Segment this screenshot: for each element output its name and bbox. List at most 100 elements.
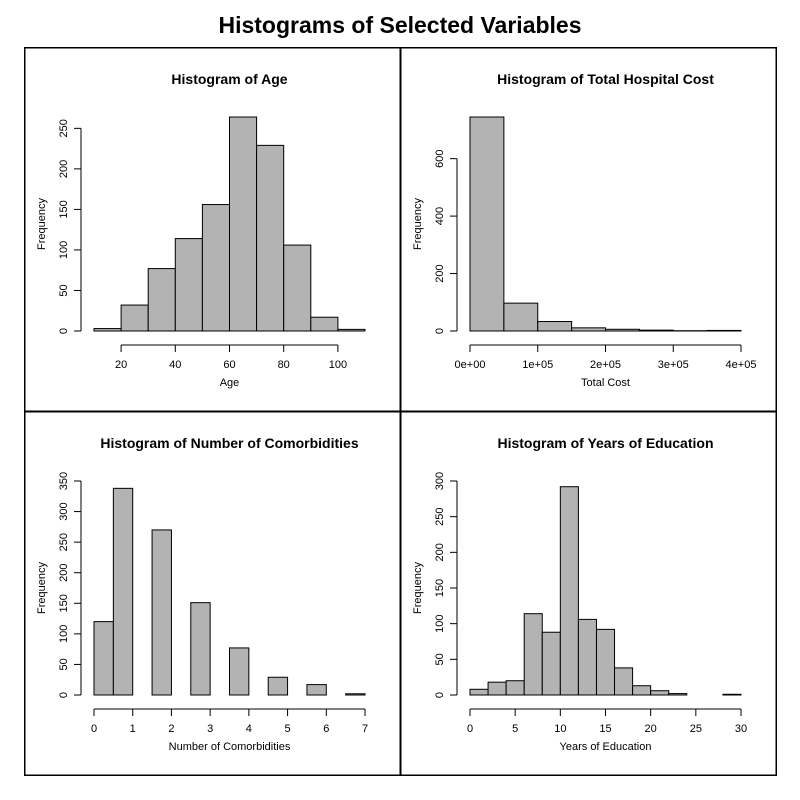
histogram-bar — [151, 529, 172, 696]
y-tick-label: 250 — [58, 119, 70, 137]
y-tick-label: 350 — [58, 472, 70, 490]
histogram-bar — [523, 613, 543, 696]
histogram-bar — [638, 329, 674, 332]
y-tick-label: 200 — [58, 564, 70, 582]
x-tick-label: 40 — [169, 359, 181, 371]
x-axis-label: Years of Education — [560, 741, 652, 753]
y-tick-label: 400 — [434, 207, 446, 225]
x-tick-label: 20 — [645, 723, 657, 735]
y-tick-label: 200 — [58, 160, 70, 178]
y-tick-label: 150 — [58, 200, 70, 218]
y-tick-label: 100 — [58, 625, 70, 643]
y-tick-label: 250 — [58, 533, 70, 551]
histogram-bar — [93, 621, 114, 696]
y-tick-label: 0 — [58, 328, 70, 334]
x-tick-label: 5 — [285, 723, 291, 735]
histogram-bar — [469, 688, 489, 696]
x-tick-label: 30 — [735, 723, 747, 735]
x-tick-label: 25 — [690, 723, 702, 735]
histogram-bar — [577, 618, 597, 696]
histogram-bar — [632, 685, 652, 696]
x-tick-label: 3e+05 — [658, 359, 689, 371]
x-tick-label: 4e+05 — [726, 359, 757, 371]
histogram-bar — [537, 321, 573, 332]
chart-title: Histogram of Age — [171, 71, 287, 87]
x-axis-label: Number of Comorbidities — [169, 741, 291, 753]
y-axis-label: Frequency — [36, 198, 48, 250]
x-tick-label: 2 — [168, 723, 174, 735]
histogram-bar — [650, 690, 670, 696]
y-tick-label: 50 — [434, 653, 446, 665]
x-tick-label: 7 — [362, 723, 368, 735]
x-tick-label: 0 — [91, 723, 97, 735]
page-title: Histograms of Selected Variables — [218, 12, 582, 38]
x-tick-label: 2e+05 — [590, 359, 621, 371]
histogram-bar — [267, 676, 289, 696]
panel-education-histogram: Histogram of Years of Education 0 5 10 15 20 2… — [400, 411, 777, 776]
histogram-bar — [541, 631, 561, 696]
x-tick-label: 10 — [554, 723, 566, 735]
chart-title: Histogram of Total Hospital Cost — [497, 71, 714, 87]
x-tick-label: 1e+05 — [522, 359, 553, 371]
histogram-bar — [306, 684, 327, 696]
histogram-bar — [559, 486, 579, 696]
histogram-bar — [487, 681, 507, 696]
histogram-bar — [283, 244, 312, 332]
histogram-bar — [256, 144, 285, 332]
histogram-bar — [722, 693, 742, 696]
panel-cost-histogram: Histogram of Total Hospital Cost 0e+00 1e+… — [400, 47, 777, 412]
x-tick-label: 0e+00 — [455, 359, 486, 371]
panel-age-histogram: Histogram of Age 20 40 60 80 100 Age 0 50 100 150 2… — [24, 47, 401, 412]
x-tick-label: 20 — [115, 359, 127, 371]
x-tick-label: 60 — [223, 359, 235, 371]
y-tick-label: 200 — [434, 543, 446, 561]
histogram-bar — [595, 628, 616, 696]
y-axis-label: Frequency — [412, 198, 424, 250]
histogram-bar — [345, 693, 366, 696]
histogram-bar — [310, 316, 339, 332]
histogram-bar — [201, 204, 230, 332]
y-tick-label: 50 — [58, 284, 70, 296]
histogram-bar — [120, 304, 149, 332]
y-tick-label: 250 — [434, 507, 446, 525]
chart-title: Histogram of Number of Comorbidities — [100, 435, 358, 451]
x-tick-label: 3 — [207, 723, 213, 735]
histogram-bar — [571, 327, 606, 332]
histogram-bar — [706, 329, 742, 332]
histogram-bar — [614, 667, 634, 696]
x-tick-label: 15 — [599, 723, 611, 735]
y-tick-label: 200 — [434, 264, 446, 282]
histogram-bar — [93, 328, 122, 332]
y-tick-label: 150 — [58, 594, 70, 612]
histogram-bar — [112, 487, 134, 696]
x-tick-label: 80 — [278, 359, 290, 371]
x-tick-label: 6 — [323, 723, 329, 735]
histogram-bar — [337, 328, 366, 332]
chart-title: Histogram of Years of Education — [497, 435, 713, 451]
x-tick-label: 4 — [246, 723, 252, 735]
histogram-bar — [503, 302, 539, 332]
y-tick-label: 0 — [58, 692, 70, 698]
y-tick-label: 0 — [434, 692, 446, 698]
histogram-bar — [469, 116, 505, 332]
panel-comorbidities-histogram: Histogram of Number of Comorbidities 0 1 2 3… — [24, 411, 401, 776]
y-tick-label: 300 — [58, 502, 70, 520]
y-tick-label: 50 — [58, 658, 70, 670]
x-axis-label: Total Cost — [581, 377, 630, 389]
x-tick-label: 5 — [512, 723, 518, 735]
y-tick-label: 600 — [434, 149, 446, 167]
y-axis-label: Frequency — [36, 562, 48, 614]
histogram-bar — [190, 602, 211, 696]
histogram-bar — [174, 238, 203, 332]
histogram-bar — [668, 693, 688, 696]
histogram-bar — [229, 647, 250, 696]
histogram-bar — [147, 268, 176, 332]
x-tick-label: 100 — [329, 359, 347, 371]
x-tick-label: 1 — [130, 723, 136, 735]
y-tick-label: 100 — [434, 614, 446, 632]
y-tick-label: 0 — [434, 328, 446, 334]
x-tick-label: 0 — [467, 723, 473, 735]
y-tick-label: 150 — [434, 579, 446, 597]
histogram-bar — [605, 328, 640, 332]
y-axis-label: Frequency — [412, 562, 424, 614]
